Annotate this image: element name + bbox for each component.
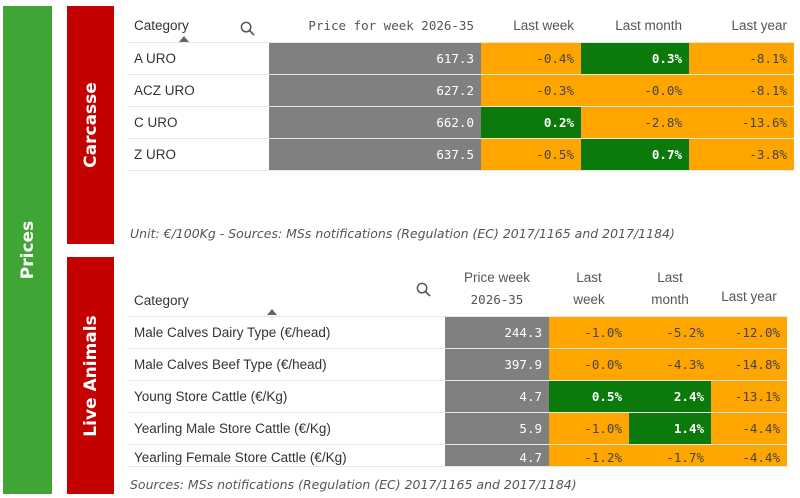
price-week-header-line2: 2026-35 <box>470 291 524 307</box>
carcasse-table: Category Price for week 2026-35 Last wee… <box>127 10 794 171</box>
last-month-cell: -1.7% <box>629 444 711 467</box>
price-cell: 397.9 <box>445 348 549 381</box>
price-cell: 4.7 <box>445 444 549 467</box>
last-month-cell: -2.8% <box>581 106 689 139</box>
last-week-header-line1: Last <box>576 269 602 285</box>
carcasse-source-note: Unit: €/100Kg - Sources: MSs notificatio… <box>130 226 675 241</box>
category-header-label: Category <box>134 18 189 34</box>
last-year-cell: -3.8% <box>689 138 794 171</box>
category-cell: Yearling Female Store Cattle (€/Kg) <box>127 444 445 467</box>
search-icon[interactable] <box>240 21 255 36</box>
price-week-header[interactable]: Price week 2026-35 <box>445 262 549 317</box>
last-week-cell: -0.5% <box>481 138 581 171</box>
category-header-label: Category <box>134 292 189 308</box>
carcasse-label: Carcasse <box>80 82 101 168</box>
last-year-cell: -12.0% <box>711 316 787 349</box>
price-cell: 662.0 <box>269 106 481 139</box>
table-row[interactable]: Male Calves Beef Type (€/head) 397.9 -0.… <box>127 348 787 381</box>
last-month-header-line2: month <box>651 291 689 307</box>
last-week-cell: -0.0% <box>549 348 629 381</box>
last-week-cell: -0.4% <box>481 42 581 75</box>
last-week-cell: -1.2% <box>549 444 629 467</box>
category-cell: Yearling Male Store Cattle (€/Kg) <box>127 412 445 445</box>
live-animals-table: Category Price week 2026-35 Last week La… <box>127 262 787 467</box>
table-row[interactable]: C URO 662.0 0.2% -2.8% -13.6% <box>127 106 794 139</box>
last-week-cell: -1.0% <box>549 316 629 349</box>
category-header[interactable]: Category <box>127 10 269 43</box>
last-year-cell: -8.1% <box>689 74 794 107</box>
table-row[interactable]: ACZ URO 627.2 -0.3% -0.0% -8.1% <box>127 74 794 107</box>
table-row[interactable]: Male Calves Dairy Type (€/head) 244.3 -1… <box>127 316 787 349</box>
last-week-header-line2: week <box>573 291 605 307</box>
live-animals-banner: Live Animals <box>67 257 114 494</box>
last-week-cell: 0.5% <box>549 380 629 413</box>
last-week-cell: -0.3% <box>481 74 581 107</box>
last-month-cell: -5.2% <box>629 316 711 349</box>
last-month-header[interactable]: Last month <box>581 10 689 43</box>
category-cell: C URO <box>127 106 269 139</box>
last-month-cell: 1.4% <box>629 412 711 445</box>
last-year-header[interactable]: Last year <box>711 262 787 317</box>
live-animals-label: Live Animals <box>80 314 101 437</box>
last-month-cell: 0.3% <box>581 42 689 75</box>
table-row[interactable]: Yearling Male Store Cattle (€/Kg) 5.9 -1… <box>127 412 787 445</box>
table-row[interactable]: Yearling Female Store Cattle (€/Kg) 4.7 … <box>127 444 787 467</box>
search-icon[interactable] <box>416 282 431 297</box>
price-cell: 637.5 <box>269 138 481 171</box>
prices-label: Prices <box>17 220 38 280</box>
last-year-cell: -14.8% <box>711 348 787 381</box>
last-month-cell: 2.4% <box>629 380 711 413</box>
price-week-header-line1: Price week <box>463 269 531 285</box>
last-month-cell: -4.3% <box>629 348 711 381</box>
live-header-row: Category Price week 2026-35 Last week La… <box>127 262 787 317</box>
last-year-cell: -8.1% <box>689 42 794 75</box>
category-cell: ACZ URO <box>127 74 269 107</box>
carcasse-banner: Carcasse <box>67 6 114 244</box>
price-cell: 244.3 <box>445 316 549 349</box>
live-source-note: Sources: MSs notifications (Regulation (… <box>130 477 577 492</box>
category-cell: Young Store Cattle (€/Kg) <box>127 380 445 413</box>
sort-ascending-icon <box>267 309 277 315</box>
price-cell: 5.9 <box>445 412 549 445</box>
last-year-cell: -13.6% <box>689 106 794 139</box>
last-month-cell: -0.0% <box>581 74 689 107</box>
price-cell: 4.7 <box>445 380 549 413</box>
table-row[interactable]: A URO 617.3 -0.4% 0.3% -8.1% <box>127 42 794 75</box>
category-cell: Male Calves Dairy Type (€/head) <box>127 316 445 349</box>
table-row[interactable]: Z URO 637.5 -0.5% 0.7% -3.8% <box>127 138 794 171</box>
last-week-header[interactable]: Last week <box>549 262 629 317</box>
sort-ascending-icon <box>179 36 189 41</box>
price-cell: 617.3 <box>269 42 481 75</box>
last-year-cell: -13.1% <box>711 380 787 413</box>
last-month-header-line1: Last <box>657 269 683 285</box>
category-cell: Male Calves Beef Type (€/head) <box>127 348 445 381</box>
last-week-cell: -1.0% <box>549 412 629 445</box>
table-row[interactable]: Young Store Cattle (€/Kg) 4.7 0.5% 2.4% … <box>127 380 787 413</box>
last-week-header[interactable]: Last week <box>481 10 581 43</box>
last-year-header[interactable]: Last year <box>689 10 794 43</box>
last-year-cell: -4.4% <box>711 412 787 445</box>
last-month-cell: 0.7% <box>581 138 689 171</box>
last-month-header[interactable]: Last month <box>629 262 711 317</box>
last-week-cell: 0.2% <box>481 106 581 139</box>
price-cell: 627.2 <box>269 74 481 107</box>
prices-banner: Prices <box>3 6 52 494</box>
category-header[interactable]: Category <box>127 262 445 317</box>
category-cell: Z URO <box>127 138 269 171</box>
carcasse-header-row: Category Price for week 2026-35 Last wee… <box>127 10 794 43</box>
last-year-cell: -4.4% <box>711 444 787 467</box>
category-cell: A URO <box>127 42 269 75</box>
price-week-header[interactable]: Price for week 2026-35 <box>269 10 481 43</box>
